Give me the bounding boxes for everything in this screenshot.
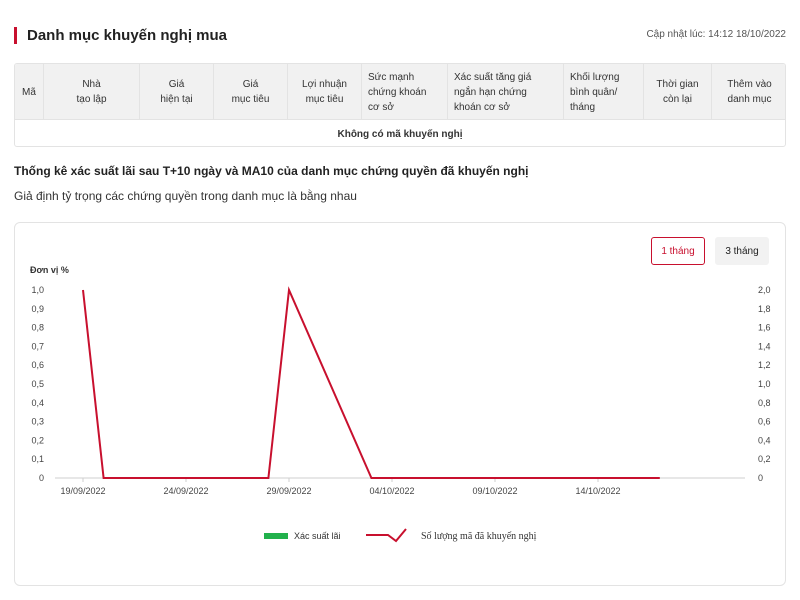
column-header-line: bình quân/ (570, 86, 618, 98)
table-header: Mã Nhà tạo lập Giá hiện tại Giá mục tiêu Lợi nh… (15, 64, 785, 120)
left-y-tick-label: 0,3 (31, 417, 44, 427)
column-header-line: Xác suất tăng giá (454, 71, 532, 83)
left-y-tick-label: 0,1 (31, 454, 44, 464)
chart-card: 1 tháng 3 tháng Đơn vị % 0 0,1 0,2 0,3 0,4 0,5… (14, 222, 786, 586)
right-y-tick-label: 1,8 (758, 304, 771, 314)
column-header: Thêm vào danh mục (711, 64, 785, 120)
column-header-line: Lợi nhuận (302, 79, 347, 90)
legend-swatch-recommended-count (366, 528, 407, 543)
column-header: Khối lượng bình quân/tháng (563, 64, 643, 120)
column-header-line: còn lại (663, 94, 692, 105)
column-header: Giá mục tiêu (213, 64, 287, 120)
column-header: Lợi nhuận mục tiêu (287, 64, 361, 120)
one-month-button[interactable]: 1 tháng (651, 237, 705, 265)
x-tick-label: 09/10/2022 (472, 486, 517, 496)
left-y-tick-label: 0,7 (31, 341, 44, 351)
column-header-line: chứng khoán (368, 86, 427, 98)
column-header: Giá hiện tại (139, 64, 213, 120)
legend-label-profit-probability: Xác suất lãi (294, 531, 341, 541)
stats-title: Thống kê xác suất lãi sau T+10 ngày và M… (14, 164, 529, 178)
three-month-button[interactable]: 3 tháng (715, 237, 769, 265)
page-header: Danh mục khuyến nghị mua Cập nhật lúc: 1… (14, 26, 786, 46)
column-header-line: Mã (22, 86, 36, 98)
left-y-tick-label: 0,5 (31, 379, 44, 389)
empty-table-message: Không có mã khuyến nghị (337, 128, 463, 140)
column-header-line: hiện tại (160, 94, 193, 105)
column-header: Nhà tạo lập (43, 64, 139, 120)
column-header-line: Nhà (82, 79, 101, 90)
column-header-line: ngắn hạn chứng (454, 86, 527, 98)
left-y-tick-label: 1,0 (31, 285, 44, 295)
column-header-line: cơ sở (368, 101, 394, 113)
page-title: Danh mục khuyến nghị mua (27, 27, 228, 44)
column-header: Xác suất tăng giá ngắn hạn chứng khoán cơ … (447, 64, 563, 120)
left-y-tick-label: 0,4 (31, 398, 44, 408)
column-header-line: tháng (570, 101, 596, 113)
column-header: Sức mạnh chứng khoán cơ sở (361, 64, 447, 120)
right-y-tick-label: 1,6 (758, 323, 771, 333)
column-header: Thời gian còn lại (643, 64, 711, 120)
left-y-tick-label: 0,2 (31, 435, 44, 445)
x-tick-label: 19/09/2022 (60, 486, 105, 496)
stats-subtitle: Giả định tỷ trọng các chứng quyền trong … (14, 189, 357, 203)
x-tick-label: 24/09/2022 (163, 486, 208, 496)
y-axis-unit-label: Đơn vị % (30, 265, 69, 275)
left-y-tick-label: 0,9 (31, 304, 44, 314)
legend-swatch-profit-probability (264, 533, 288, 539)
column-header-line: Sức mạnh (368, 71, 415, 83)
column-header-line: danh mục (727, 94, 772, 105)
column-header-line: tạo lập (76, 94, 107, 105)
column-header-line: Khối lượng (570, 71, 620, 83)
left-y-tick-label: 0,6 (31, 360, 44, 370)
legend-label-recommended-count: Số lượng mã đã khuyến nghị (421, 531, 537, 542)
series-line-recommended-count (82, 286, 660, 479)
column-header: Mã (15, 64, 43, 120)
line-chart: Đơn vị % 0 0,1 0,2 0,3 0,4 0,5 0,6 0,7 0,8 0,9 1,0 0… (30, 265, 771, 543)
column-header-line: Giá (168, 79, 185, 90)
title-accent-bar (14, 27, 17, 44)
right-y-tick-label: 1,4 (758, 341, 771, 351)
column-header-line: mục tiêu (231, 94, 270, 105)
x-tick-label: 29/09/2022 (266, 486, 311, 496)
last-updated-text: Cập nhật lúc: 14:12 18/10/2022 (646, 29, 786, 40)
column-header-line: mục tiêu (305, 94, 344, 105)
right-y-tick-label: 0,8 (758, 398, 771, 408)
column-header-line: Giá (242, 79, 259, 90)
left-y-tick-label: 0 (39, 473, 44, 483)
x-tick-label: 14/10/2022 (575, 486, 620, 496)
right-y-tick-label: 2,0 (758, 285, 771, 295)
right-y-tick-label: 1,2 (758, 360, 771, 370)
right-y-tick-label: 0 (758, 473, 763, 483)
recommendation-table: Mã Nhà tạo lập Giá hiện tại Giá mục tiêu Lợi nh… (14, 63, 786, 147)
column-header-line: Thêm vào (727, 79, 772, 90)
column-header-line: Thời gian (656, 79, 699, 90)
right-y-tick-label: 1,0 (758, 379, 771, 389)
left-y-tick-label: 0,8 (31, 323, 44, 333)
column-header-line: khoán cơ sở (454, 101, 510, 113)
right-y-tick-label: 0,6 (758, 417, 771, 427)
right-y-tick-label: 0,4 (758, 435, 771, 445)
right-y-tick-label: 0,2 (758, 454, 771, 464)
x-tick-label: 04/10/2022 (369, 486, 414, 496)
